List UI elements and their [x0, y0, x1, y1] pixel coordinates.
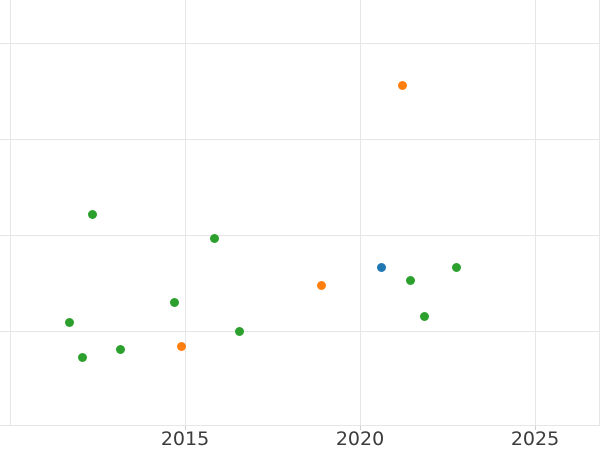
- x-gridline-2025: [534, 0, 536, 425]
- plot-area: [0, 0, 600, 426]
- scatter-point-orange-series: [397, 80, 407, 90]
- x-tick-label-2015: 2015: [160, 428, 210, 450]
- x-gridline-2015: [184, 0, 186, 425]
- scatter-point-green-series: [419, 311, 429, 321]
- x-tick-mark-2020: [359, 426, 361, 430]
- scatter-point-green-series: [451, 262, 461, 272]
- scatter-point-green-series: [405, 276, 415, 286]
- x-gridline-2010: [9, 0, 11, 425]
- scatter-point-orange-series: [317, 281, 327, 291]
- y-gridline-2: [0, 139, 600, 141]
- y-gridline-1: [0, 235, 600, 237]
- scatter-point-green-series: [209, 234, 219, 244]
- scatter-point-green-series: [65, 317, 74, 327]
- x-tick-mark-2025: [534, 426, 536, 430]
- y-gridline-0: [0, 331, 600, 333]
- scatter-point-blue-series: [377, 262, 387, 272]
- scatter-point-green-series: [78, 353, 88, 363]
- x-tick-label-2020: 2020: [335, 428, 385, 450]
- scatter-point-green-series: [88, 210, 98, 220]
- x-tick-mark-2015: [184, 426, 186, 430]
- scatter-point-green-series: [170, 298, 180, 308]
- x-tick-label-2025: 2025: [510, 428, 560, 450]
- scatter-point-orange-series: [177, 341, 186, 351]
- scatter-point-green-series: [234, 327, 244, 337]
- y-gridline-3: [0, 43, 600, 45]
- scatter-point-green-series: [116, 345, 126, 355]
- x-gridline-2020: [359, 0, 361, 425]
